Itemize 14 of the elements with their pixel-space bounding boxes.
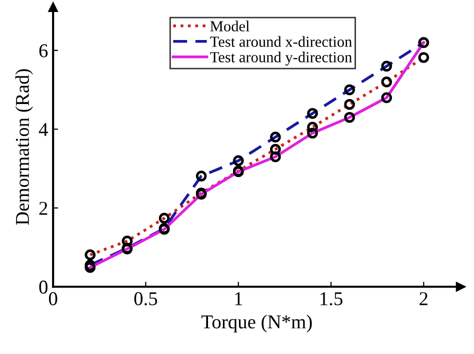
x-axis-title: Torque (N*m) — [202, 314, 312, 332]
x-tick-label: 0.5 — [134, 292, 158, 306]
x-tick-label: 1.5 — [320, 292, 342, 306]
y-tick-label: 0 — [39, 280, 48, 294]
y-tick-label: 4 — [38, 123, 48, 136]
y-tick-label: 2 — [39, 202, 48, 215]
x-tick-label: 1 — [235, 292, 242, 306]
legend-label: Model — [210, 20, 250, 32]
x-tick-label: 2 — [420, 292, 428, 306]
legend-label: Test around y-direction — [210, 52, 352, 66]
y-tick-label: 6 — [39, 44, 48, 58]
x-tick-label: 0 — [48, 292, 58, 306]
y-axis-title: Demormation (Rad) — [15, 69, 33, 225]
legend-label: Test around x-direction — [210, 36, 352, 47]
